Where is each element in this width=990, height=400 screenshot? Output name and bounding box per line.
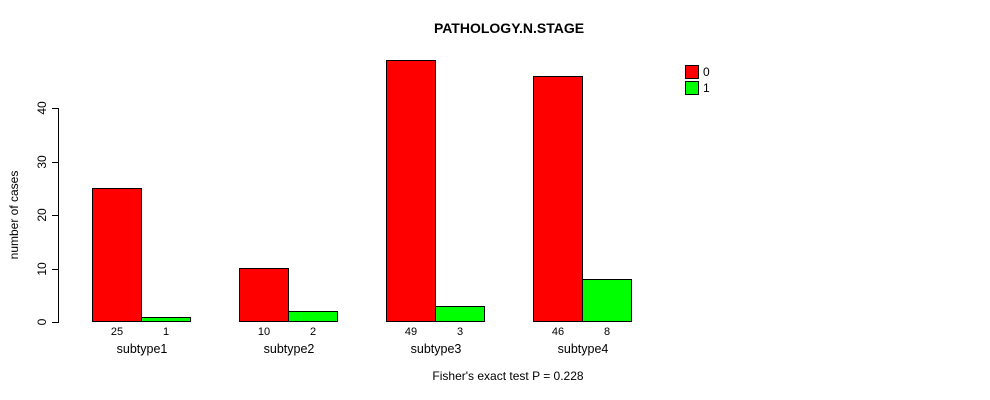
y-axis-label: number of cases (7, 170, 21, 260)
fisher-test-annotation: Fisher's exact test P = 0.228 (432, 369, 584, 383)
bar-value-label: 8 (603, 326, 611, 338)
category-label-subtype2: subtype2 (263, 342, 315, 356)
bar-value-label: 46 (551, 326, 565, 338)
legend-swatch-1 (685, 81, 699, 95)
bar-subtype3-0 (386, 60, 436, 322)
bar-value-label: 49 (404, 326, 418, 338)
y-axis-tick (52, 108, 58, 109)
bar-subtype2-1 (288, 311, 338, 322)
bar-subtype1-1 (141, 317, 191, 322)
bar-subtype4-0 (533, 76, 583, 322)
legend-label-1: 1 (703, 81, 710, 95)
bar-subtype1-0 (92, 188, 142, 322)
category-label-subtype4: subtype4 (557, 342, 609, 356)
y-tick-label: 30 (35, 155, 49, 169)
y-tick-label: 0 (35, 318, 49, 326)
chart-title: PATHOLOGY.N.STAGE (433, 20, 585, 36)
bar-subtype4-1 (582, 279, 632, 322)
legend-label-0: 0 (703, 65, 710, 79)
bar-value-label: 3 (456, 326, 464, 338)
y-tick-label: 10 (35, 262, 49, 276)
y-tick-label: 40 (35, 101, 49, 115)
category-label-subtype1: subtype1 (116, 342, 168, 356)
bar-value-label: 1 (162, 326, 170, 338)
y-axis-tick (52, 215, 58, 216)
bar-subtype2-0 (239, 268, 289, 322)
y-axis-tick (52, 269, 58, 270)
bar-value-label: 2 (309, 326, 317, 338)
bar-value-label: 10 (257, 326, 271, 338)
legend-swatch-0 (685, 65, 699, 79)
category-label-subtype3: subtype3 (410, 342, 462, 356)
y-axis-line (58, 108, 59, 323)
bar-subtype3-1 (435, 306, 485, 322)
y-axis-tick (52, 162, 58, 163)
bar-value-label: 25 (110, 326, 124, 338)
y-tick-label: 20 (35, 208, 49, 222)
y-axis-tick (52, 322, 58, 323)
